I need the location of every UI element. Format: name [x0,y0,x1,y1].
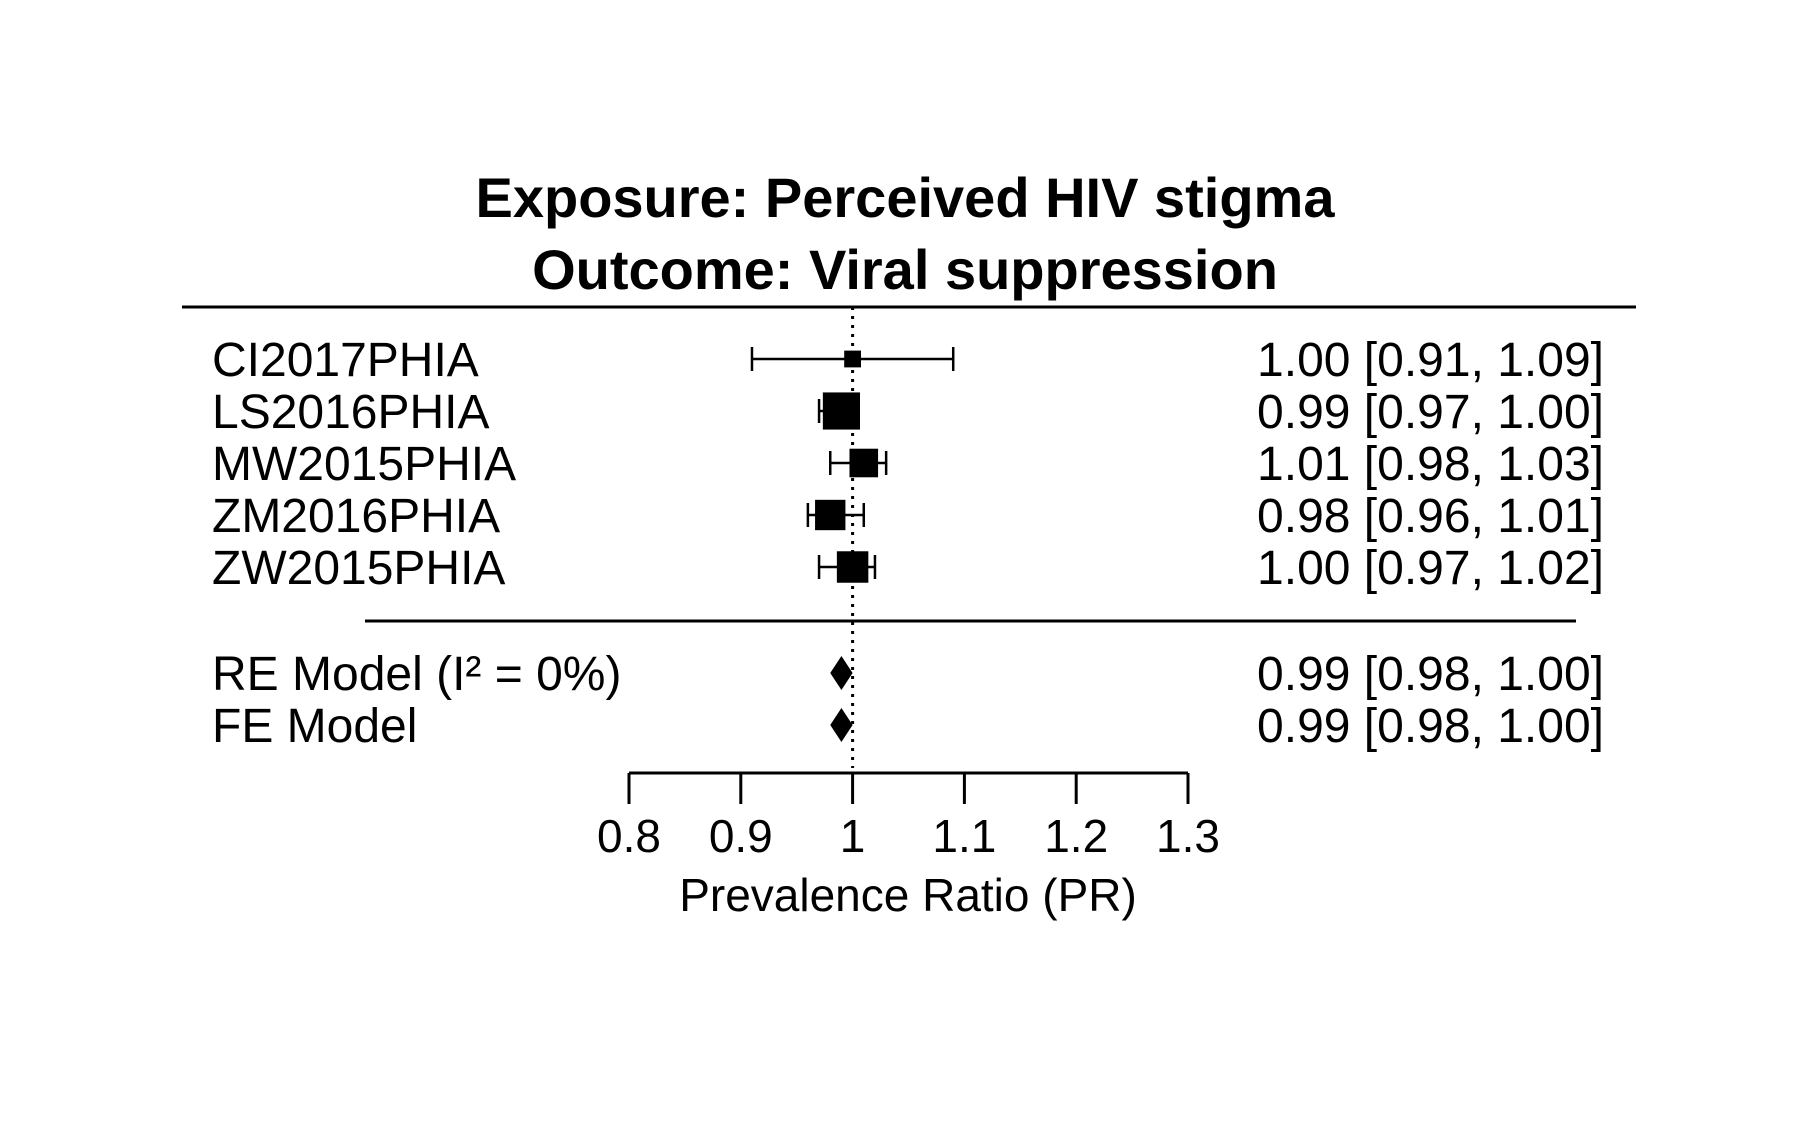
summary-diamond [830,708,853,742]
estimate-square [844,350,861,368]
summary-diamond [830,656,853,690]
study-ci-text: 1.00 [0.97, 1.02] [1257,542,1604,595]
summary-ci-text: 0.99 [0.98, 1.00] [1257,648,1604,701]
chart-title: Exposure: Perceived HIV stigma Outcome: … [475,166,1335,301]
estimate-square [836,551,869,583]
plot-rows: CI2017PHIA 1.00 [0.91, 1.09] LS2016PHIA 0.9… [212,307,1604,768]
x-tick-label: 1.2 [1044,810,1108,862]
study-row: MW2015PHIA 1.01 [0.98, 1.03] [212,438,1604,491]
summary-ci-text: 0.99 [0.98, 1.00] [1257,700,1604,753]
x-tick-label: 1.1 [932,810,996,862]
x-tick-label: 0.8 [597,810,661,862]
chart-title-line-2: Outcome: Viral suppression [532,238,1278,301]
summary-row: RE Model (I² = 0%) 0.99 [0.98, 1.00] [212,648,1604,701]
study-ci-text: 1.00 [0.91, 1.09] [1257,334,1604,387]
study-label: CI2017PHIA [212,334,479,387]
estimate-square [822,392,860,430]
x-tick-label: 1.3 [1156,810,1220,862]
study-ci-text: 0.98 [0.96, 1.01] [1257,490,1604,543]
chart-title-line-1: Exposure: Perceived HIV stigma [475,166,1335,229]
summary-label: FE Model [212,700,417,753]
x-axis-title: Prevalence Ratio (PR) [679,869,1137,921]
study-row: ZW2015PHIA 1.00 [0.97, 1.02] [212,542,1604,595]
study-label: MW2015PHIA [212,438,516,491]
study-label: ZM2016PHIA [212,490,500,543]
estimate-square [815,499,846,531]
x-tick-label: 1 [840,810,866,862]
study-row: LS2016PHIA 0.99 [0.97, 1.00] [212,386,1604,439]
summary-row: FE Model 0.99 [0.98, 1.00] [212,700,1604,753]
study-ci-text: 0.99 [0.97, 1.00] [1257,386,1604,439]
study-row: CI2017PHIA 1.00 [0.91, 1.09] [212,334,1604,387]
study-label: LS2016PHIA [212,386,490,439]
estimate-square [849,448,879,478]
summary-label: RE Model (I² = 0%) [212,648,621,701]
x-tick-label: 0.9 [709,810,773,862]
study-label: ZW2015PHIA [212,542,505,595]
study-row: ZM2016PHIA 0.98 [0.96, 1.01] [212,490,1604,543]
study-ci-text: 1.01 [0.98, 1.03] [1257,438,1604,491]
x-axis: 0.8 0.9 1 1.1 1.2 1.3 [597,771,1220,862]
